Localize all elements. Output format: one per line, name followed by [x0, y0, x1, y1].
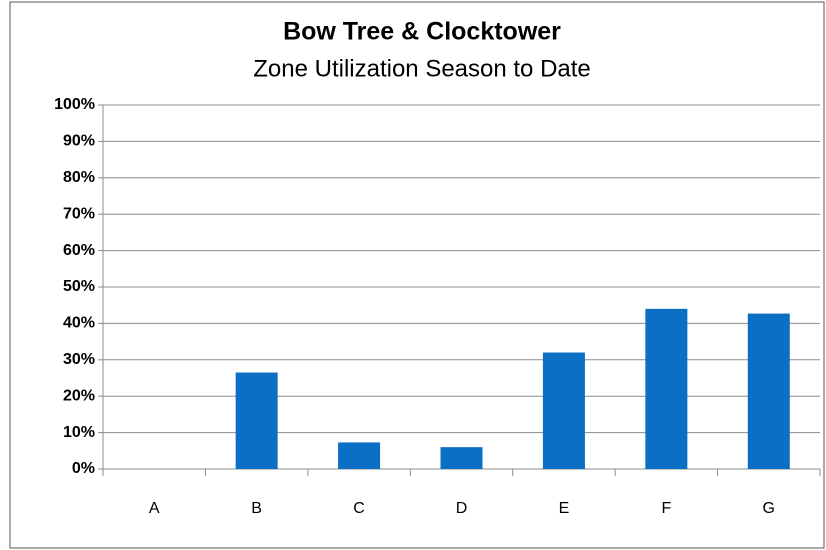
y-tick-label: 60%	[63, 242, 95, 259]
y-tick-label: 30%	[63, 351, 95, 368]
chart-subtitle: Zone Utilization Season to Date	[253, 55, 591, 82]
bar	[338, 442, 381, 469]
y-tick-label: 0%	[72, 460, 95, 477]
y-tick-label: 100%	[54, 96, 95, 113]
bar	[440, 447, 483, 469]
bar	[542, 352, 585, 469]
x-tick-label: E	[559, 500, 570, 517]
y-tick-label: 50%	[63, 278, 95, 295]
bar	[235, 372, 278, 469]
y-tick-label: 70%	[63, 205, 95, 222]
x-tick-label: C	[353, 500, 365, 517]
y-tick-label: 90%	[63, 133, 95, 150]
bar	[747, 313, 790, 469]
x-tick-label: F	[661, 500, 671, 517]
y-tick-label: 40%	[63, 315, 95, 332]
y-tick-label: 80%	[63, 169, 95, 186]
chart-title: Bow Tree & Clocktower	[283, 18, 561, 46]
y-tick-label: 20%	[63, 387, 95, 404]
x-tick-label: D	[456, 500, 468, 517]
x-tick-label: B	[251, 500, 262, 517]
x-tick-label: A	[149, 500, 160, 517]
x-tick-label: G	[763, 500, 775, 517]
chart-border	[9, 1, 825, 549]
y-tick-label: 10%	[63, 424, 95, 441]
bar	[645, 308, 688, 469]
